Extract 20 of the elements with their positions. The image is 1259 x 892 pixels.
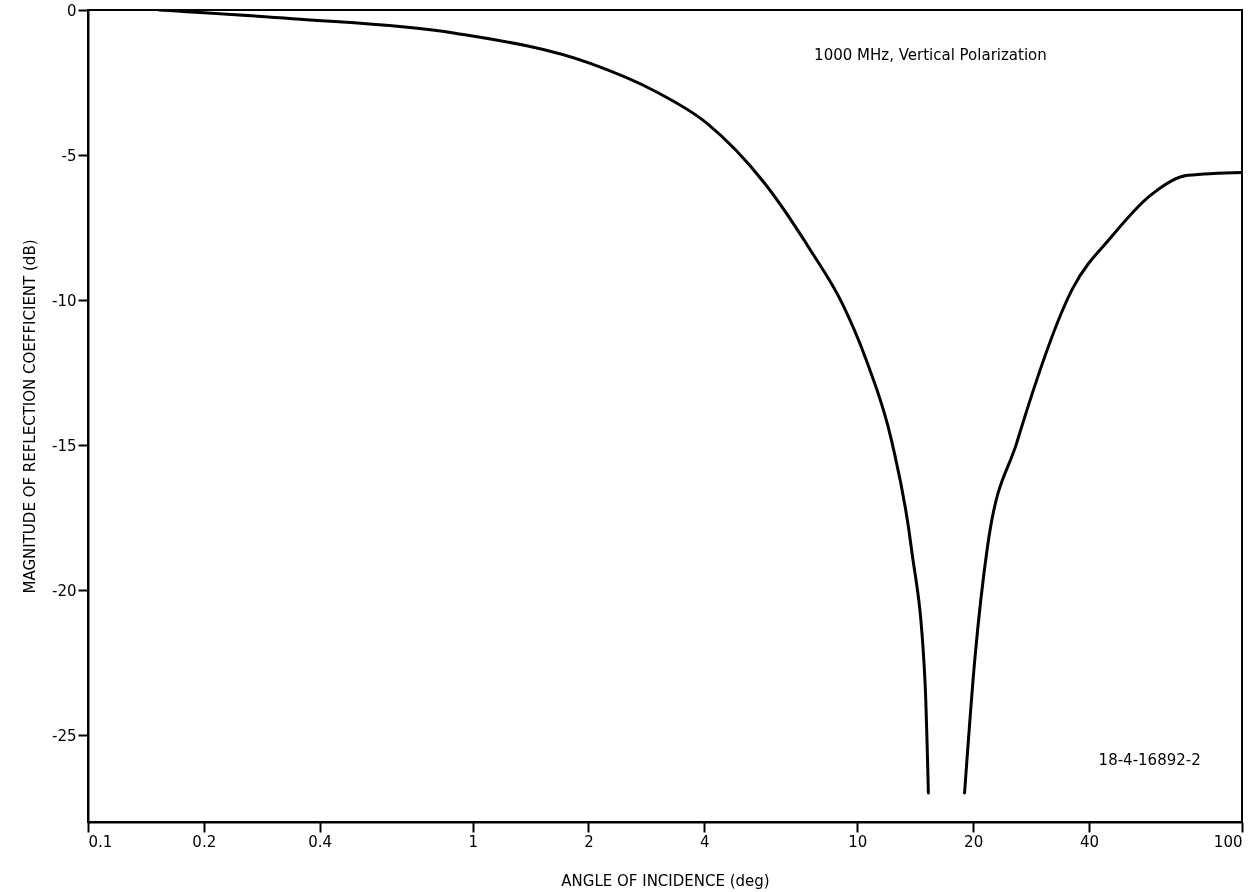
y-tick-label: -10 [52,291,77,310]
annotation: 18-4-16892-2 [1098,751,1201,769]
y-tick-label: -5 [61,146,77,165]
x-tick-label: 2 [584,832,594,851]
x-tick-label: 10 [848,832,868,851]
y-axis-title: MAGNITUDE OF REFLECTION COEFFICIENT (dB) [21,239,39,594]
y-tick-label: -20 [52,581,77,600]
x-tick-label: 1 [468,832,478,851]
x-tick-label: 0.4 [308,832,333,851]
x-tick-label: 0.1 [88,832,113,851]
annotation: 1000 MHz, Vertical Polarization [814,46,1047,64]
y-tick-label: -15 [52,436,77,455]
x-tick-label: 20 [964,832,984,851]
x-tick-label: 0.2 [192,832,217,851]
x-axis-title: ANGLE OF INCIDENCE (deg) [561,871,770,890]
x-tick-label: 100 [1213,832,1243,851]
y-tick-label: 0 [66,1,77,20]
y-tick-label: -25 [52,726,77,745]
x-tick-label: 40 [1079,832,1099,851]
x-tick-label: 4 [699,832,710,851]
